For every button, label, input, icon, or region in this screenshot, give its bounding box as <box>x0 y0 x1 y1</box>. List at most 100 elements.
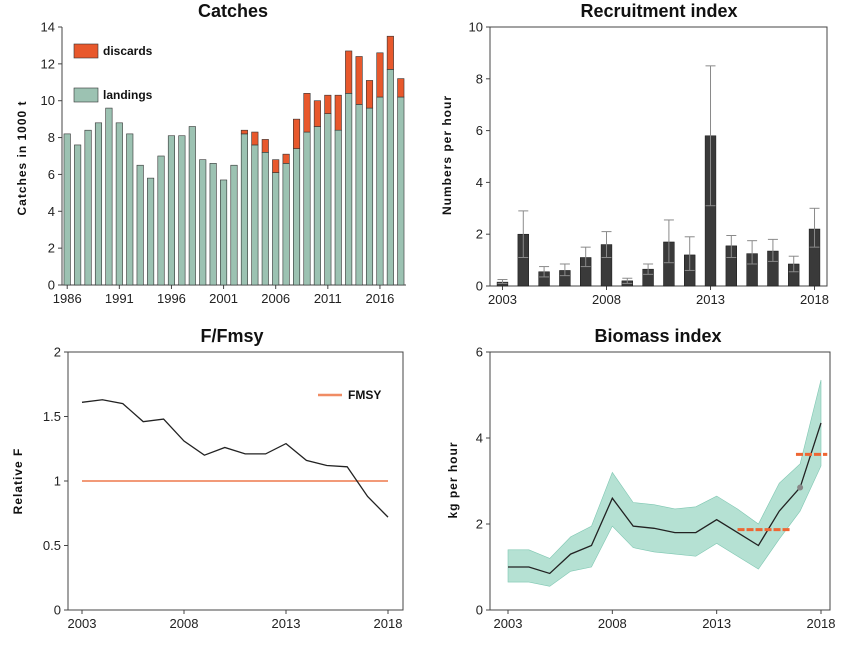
y-tick-label: 10 <box>41 93 55 108</box>
y-tick-label: 6 <box>476 123 483 138</box>
y-tick-label: 0 <box>48 278 55 293</box>
x-axis: 1986 1991 1996 2001 2006 2011 2016 <box>53 284 406 306</box>
y-tick-label: 4 <box>476 431 483 446</box>
bar-landings <box>334 129 342 286</box>
y-tick-label: 2 <box>476 517 483 532</box>
recruitment-chart: Recruitment index Numbers per hour 0 2 4 6 8… <box>440 1 829 307</box>
bars <box>496 65 821 287</box>
bar-discards <box>240 129 248 135</box>
bar-landings <box>157 155 165 286</box>
y-axis: 0 2 4 6 8 10 12 14 <box>41 20 63 293</box>
x-axis: 2003 2008 2013 2018 <box>68 610 403 631</box>
bar-discards <box>345 50 353 94</box>
bar-landings <box>386 69 394 286</box>
bar-landings <box>209 163 217 286</box>
bar-landings <box>230 164 238 286</box>
y-tick-label: 4 <box>48 204 55 219</box>
x-tick-label: 2006 <box>261 291 290 306</box>
legend-swatch-landings <box>73 87 99 103</box>
bar-landings <box>115 122 123 286</box>
x-tick-label: 2008 <box>170 616 199 631</box>
catches-chart: Catches Catches in 1000 t 0 2 4 6 8 10 12 14 19… <box>15 1 406 306</box>
y-tick-label: 0 <box>54 603 61 618</box>
lines <box>81 399 389 518</box>
bar-discards <box>282 153 290 164</box>
x-tick-label: 1986 <box>53 291 82 306</box>
x-tick-label: 2008 <box>598 616 627 631</box>
chart-title: Biomass index <box>594 326 721 346</box>
bar-landings <box>126 133 134 286</box>
legend-label-discards: discards <box>103 44 153 58</box>
x-tick-label: 2013 <box>696 292 725 307</box>
y-tick-label: 0 <box>476 603 483 618</box>
y-tick-label: 2 <box>48 241 55 256</box>
legend-label-fmsy: FMSY <box>348 388 381 402</box>
y-axis-label: Catches in 1000 t <box>15 100 29 215</box>
bars <box>63 35 405 286</box>
bar-discards <box>334 94 342 131</box>
bar-discards <box>313 100 321 127</box>
y-axis: 0 2 4 6 8 10 <box>469 20 490 294</box>
y-tick-label: 14 <box>41 20 55 35</box>
bar-landings <box>261 152 269 286</box>
x-tick-label: 2003 <box>494 616 523 631</box>
chart-title: Recruitment index <box>580 1 737 21</box>
y-tick-label: 6 <box>476 345 483 360</box>
x-tick-label: 1996 <box>157 291 186 306</box>
bar-discards <box>324 94 332 114</box>
bar-discards <box>365 80 374 109</box>
x-tick-label: 2016 <box>365 291 394 306</box>
x-tick-label: 2013 <box>272 616 301 631</box>
y-axis-label: Numbers per hour <box>440 95 454 215</box>
y-axis: 0 0.5 1 1.5 2 <box>43 345 68 618</box>
bar-landings <box>188 126 196 286</box>
bar-landings <box>84 129 92 286</box>
y-tick-label: 2 <box>54 345 61 360</box>
y-tick-label: 8 <box>476 71 483 86</box>
x-tick-label: 2003 <box>68 616 97 631</box>
bar-discards <box>251 131 259 146</box>
bar-discards <box>376 52 384 98</box>
bar-landings <box>63 133 71 286</box>
x-tick-label: 1991 <box>105 291 134 306</box>
bar-landings <box>105 107 113 286</box>
bar-landings <box>345 93 353 286</box>
y-tick-label: 1.5 <box>43 409 61 424</box>
x-tick-label: 2018 <box>807 616 836 631</box>
bar-landings <box>324 113 332 286</box>
y-tick-label: 12 <box>41 56 55 71</box>
plot-frame <box>489 26 828 287</box>
bar-landings <box>220 179 228 286</box>
bar-landings <box>199 159 207 286</box>
bar-landings <box>293 148 301 286</box>
bar-discards <box>303 93 311 133</box>
bar-discards <box>293 118 301 149</box>
chart-title: F/Fmsy <box>200 326 263 346</box>
y-tick-label: 0 <box>476 279 483 294</box>
bar-landings <box>282 163 290 286</box>
x-tick-label: 2008 <box>592 292 621 307</box>
bar-landings <box>136 164 144 286</box>
x-tick-label: 2001 <box>209 291 238 306</box>
x-tick-label: 2013 <box>702 616 731 631</box>
chart-title: Catches <box>198 1 268 21</box>
y-tick-label: 0.5 <box>43 538 61 553</box>
legend: discards landings <box>73 43 153 103</box>
y-tick-label: 6 <box>48 167 55 182</box>
plot-frame <box>489 351 831 611</box>
bar-discards <box>386 35 394 70</box>
series <box>507 379 828 587</box>
bar-landings <box>94 122 103 286</box>
y-tick-label: 10 <box>469 20 483 35</box>
bar-landings <box>355 104 363 286</box>
bar-discards <box>272 159 280 173</box>
bar-landings <box>251 144 259 286</box>
y-tick-label: 1 <box>54 474 61 489</box>
legend: FMSY <box>318 388 381 402</box>
x-tick-label: 2018 <box>374 616 403 631</box>
bar-landings <box>74 144 82 286</box>
bar-discards <box>355 56 363 105</box>
x-axis: 2003 2008 2013 2018 <box>494 610 836 631</box>
bar-landings <box>365 107 374 286</box>
